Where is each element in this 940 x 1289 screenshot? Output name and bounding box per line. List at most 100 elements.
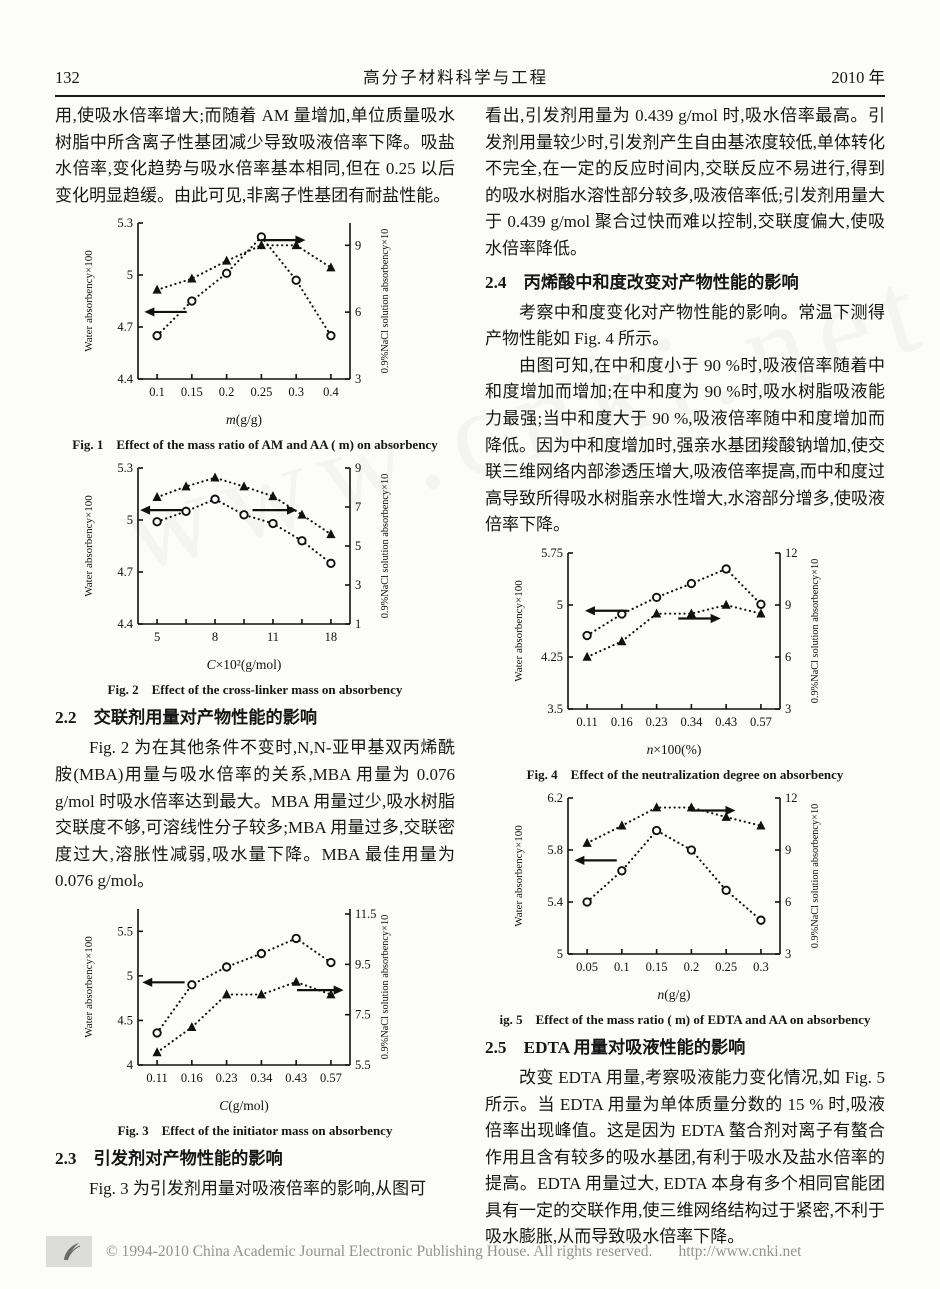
svg-text:3: 3	[785, 702, 791, 716]
section-2-5-heading: 2.5 EDTA 用量对吸液性能的影响	[485, 1037, 746, 1057]
svg-text:0.23: 0.23	[646, 715, 668, 729]
svg-text:0.43: 0.43	[285, 1071, 307, 1085]
svg-text:9: 9	[785, 598, 791, 612]
svg-text:Water absorbency×100: Water absorbency×100	[513, 825, 525, 927]
svg-text:3: 3	[355, 578, 361, 592]
svg-text:0.2: 0.2	[684, 960, 700, 974]
svg-text:18: 18	[325, 630, 338, 644]
paragraph: 改变 EDTA 用量,考察吸液能力变化情况,如 Fig. 5 所示。当 EDTA…	[485, 1067, 885, 1247]
svg-text:0.11: 0.11	[146, 1071, 167, 1085]
svg-text:0.9%NaCl solution absorbency×1: 0.9%NaCl solution absorbency×10	[810, 804, 821, 949]
svg-text:0.57: 0.57	[320, 1071, 342, 1085]
svg-text:C×10²(g/mol): C×10²(g/mol)	[207, 657, 282, 672]
svg-text:7: 7	[355, 500, 361, 514]
svg-text:5: 5	[355, 539, 361, 553]
svg-text:Water absorbency×100: Water absorbency×100	[83, 250, 95, 352]
svg-text:6: 6	[355, 306, 361, 320]
svg-text:5.5: 5.5	[117, 924, 133, 938]
svg-text:5: 5	[557, 598, 563, 612]
svg-text:0.9%NaCl solution absorbency×1: 0.9%NaCl solution absorbency×10	[380, 915, 391, 1060]
svg-text:Water absorbency×100: Water absorbency×100	[83, 495, 95, 597]
publication-year: 2010 年	[831, 68, 885, 87]
cnki-logo-icon	[46, 1236, 92, 1267]
section-2-4-heading: 2.4 丙烯酸中和度改变对产物性能的影响	[485, 272, 799, 292]
svg-text:11.5: 11.5	[355, 907, 376, 921]
svg-text:0.23: 0.23	[216, 1071, 238, 1085]
svg-text:0.11: 0.11	[576, 715, 597, 729]
svg-text:9: 9	[355, 461, 361, 475]
svg-text:4.7: 4.7	[117, 565, 133, 579]
svg-text:0.1: 0.1	[149, 385, 165, 399]
svg-text:0.3: 0.3	[753, 960, 769, 974]
svg-text:5.4: 5.4	[547, 895, 563, 909]
svg-text:n×100(%): n×100(%)	[647, 742, 702, 757]
svg-text:C(g/mol): C(g/mol)	[219, 1098, 269, 1113]
svg-text:5.3: 5.3	[117, 461, 133, 475]
svg-text:12: 12	[785, 791, 798, 805]
svg-text:0.16: 0.16	[611, 715, 633, 729]
svg-text:0.16: 0.16	[181, 1071, 203, 1085]
svg-text:0.57: 0.57	[750, 715, 772, 729]
svg-text:3: 3	[355, 372, 361, 386]
svg-text:5.8: 5.8	[547, 843, 563, 857]
journal-title: 高分子材料科学与工程	[363, 68, 549, 87]
svg-text:6: 6	[785, 650, 791, 664]
svg-text:0.34: 0.34	[250, 1071, 273, 1085]
figure-2-chart: 4.4 4.7 5 5.3 1 3 5 7 9 5 8 11 18 Water absorbency×10…	[80, 460, 430, 681]
svg-text:0.15: 0.15	[181, 385, 203, 399]
copyright-text: © 1994-2010 China Academic Journal Elect…	[106, 1242, 653, 1260]
svg-text:5.5: 5.5	[355, 1058, 371, 1072]
svg-text:Water absorbency×100: Water absorbency×100	[513, 580, 525, 682]
svg-text:7.5: 7.5	[355, 1008, 371, 1022]
svg-text:0.4: 0.4	[323, 385, 339, 399]
figure-5-caption: ig. 5 Effect of the mass ratio ( m) of E…	[499, 1011, 871, 1027]
figure-1-chart: 4.4 4.7 5 5.3 3 6 9 0.1 0.15 0.2 0.25 0.3 0.4 Water a…	[80, 215, 430, 436]
two-column-body: 用,使吸水倍率增大;而随着 AM 量增加,单位质量吸水树脂中所含离子性基团减少导…	[55, 103, 885, 1251]
paragraph: Fig. 2 为在其他条件不变时,N,N-亚甲基双丙烯酰胺(MBA)用量与吸水倍…	[55, 738, 455, 891]
paragraph: 看出,引发剂用量为 0.439 g/mol 时,吸水倍率最高。引发剂用量较少时,…	[485, 106, 885, 258]
section-2-3-heading: 2.3 引发剂对产物性能的影响	[55, 1148, 283, 1168]
svg-text:5: 5	[127, 969, 133, 983]
svg-text:12: 12	[785, 546, 798, 560]
figure-2-caption: Fig. 2 Effect of the cross-linker mass o…	[107, 682, 403, 698]
svg-text:4: 4	[127, 1058, 134, 1072]
svg-text:4.4: 4.4	[117, 617, 133, 631]
svg-text:6.2: 6.2	[547, 791, 563, 805]
svg-text:4.5: 4.5	[117, 1013, 133, 1027]
svg-text:0.25: 0.25	[715, 960, 737, 974]
svg-text:11: 11	[267, 630, 279, 644]
svg-text:0.3: 0.3	[288, 385, 304, 399]
svg-text:3: 3	[785, 947, 791, 961]
svg-text:9: 9	[355, 239, 361, 253]
svg-text:0.2: 0.2	[219, 385, 235, 399]
svg-text:9: 9	[785, 843, 791, 857]
page-header: 132 高分子材料科学与工程 2010 年	[55, 64, 885, 97]
svg-text:0.1: 0.1	[614, 960, 630, 974]
svg-text:5: 5	[127, 268, 133, 282]
page-footer: © 1994-2010 China Academic Journal Elect…	[46, 1236, 801, 1267]
figure-4-caption: Fig. 4 Effect of the neutralization degr…	[526, 766, 844, 782]
svg-text:8: 8	[212, 630, 218, 644]
section-2-2-heading: 2.2 交联剂用量对产物性能的影响	[55, 708, 318, 728]
svg-text:n(g/g): n(g/g)	[658, 987, 691, 1002]
svg-text:0.9%NaCl solution absorbency×1: 0.9%NaCl solution absorbency×10	[810, 559, 821, 704]
svg-text:5.3: 5.3	[117, 216, 133, 230]
paragraph: Fig. 3 为引发剂用量对吸液倍率的影响,从图可	[89, 1178, 427, 1198]
figure-3-chart: 4 4.5 5 5.5 5.5 7.5 9.5 11.5 0.11 0.16 0.23 0.34 0.4…	[80, 901, 430, 1122]
svg-text:0.9%NaCl solution absorbency×1: 0.9%NaCl solution absorbency×10	[380, 229, 391, 374]
svg-text:6: 6	[785, 895, 791, 909]
svg-text:9.5: 9.5	[355, 957, 371, 971]
footer-url: http://www.cnki.net	[678, 1242, 802, 1260]
page-number: 132	[55, 68, 80, 87]
svg-text:5: 5	[127, 513, 133, 527]
svg-text:0.9%NaCl solution absorbency×1: 0.9%NaCl solution absorbency×10	[380, 474, 391, 619]
paragraph: 考察中和度变化对产物性能的影响。常温下测得产物性能如 Fig. 4 所示。	[485, 302, 885, 349]
right-column: 看出,引发剂用量为 0.439 g/mol 时,吸水倍率最高。引发剂用量较少时,…	[485, 103, 885, 1251]
svg-text:4.7: 4.7	[117, 320, 133, 334]
figure-3-caption: Fig. 3 Effect of the initiator mass on a…	[117, 1122, 393, 1138]
svg-text:4.4: 4.4	[117, 372, 133, 386]
paragraph: 由图可知,在中和度小于 90 %时,吸液倍率随着中和度增加而增加;在中和度为 9…	[485, 355, 885, 535]
paragraph: 用,使吸水倍率增大;而随着 AM 量增加,单位质量吸水树脂中所含离子性基团减少导…	[55, 106, 455, 205]
svg-text:m(g/g): m(g/g)	[226, 412, 262, 427]
figure-4-chart: 3.5 4.25 5 5.75 3 6 9 12 0.11 0.16 0.23 0.34 0.43 0.5…	[510, 545, 860, 766]
